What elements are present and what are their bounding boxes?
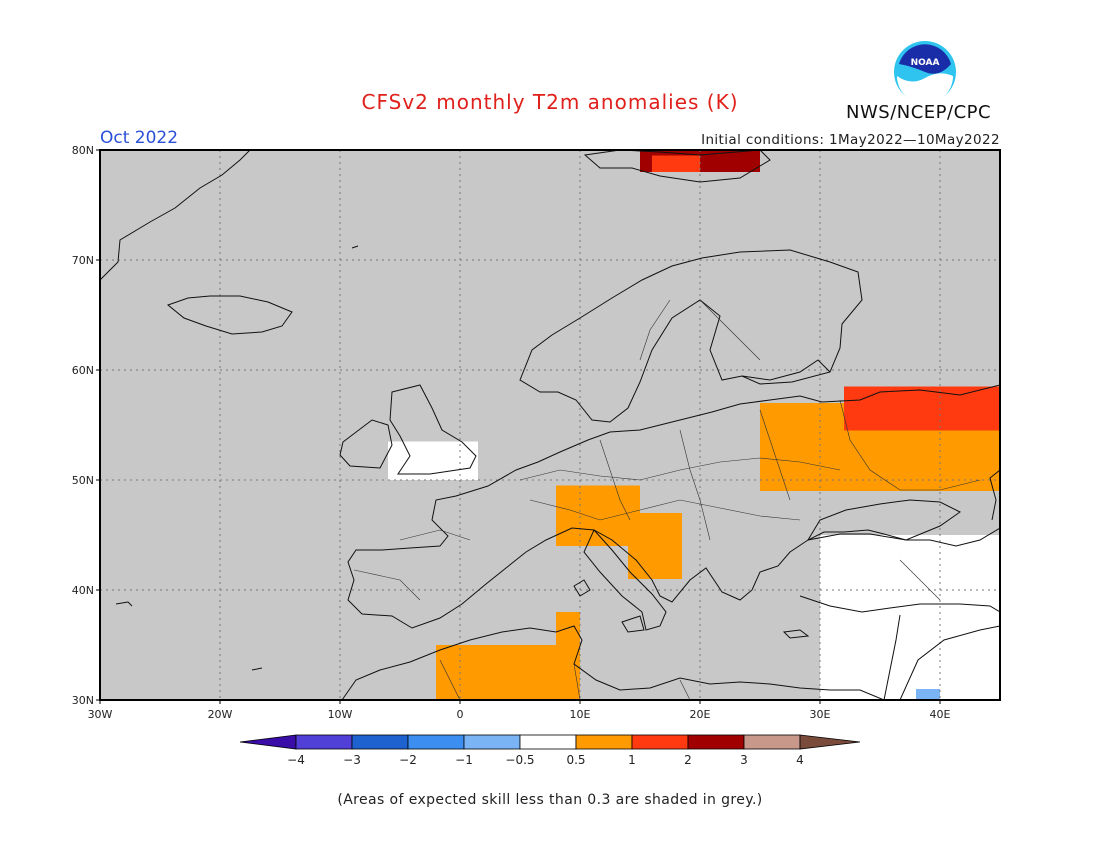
- colorbar-segment: [519, 734, 577, 750]
- colorbar-label: 2: [684, 753, 692, 767]
- border-line: [699, 299, 761, 361]
- finland-gulf: [741, 359, 831, 381]
- graticule: [100, 150, 1000, 700]
- iceland-coast: [166, 295, 293, 335]
- colorbar-label: 3: [740, 753, 748, 767]
- latitude-labels: 30N 40N 50N 60N 70N 80N: [72, 144, 100, 707]
- border-line: [573, 663, 581, 700]
- logo-text: NOAA: [911, 58, 940, 68]
- lat-label: 30N: [72, 694, 94, 707]
- sicily-coast: [621, 615, 645, 633]
- colorbar-segment: [631, 734, 689, 750]
- border-line: [759, 409, 791, 501]
- border-line: [679, 679, 691, 700]
- target-month: Oct 2022: [100, 128, 179, 148]
- border-line: [599, 439, 631, 521]
- colorbar-label: −1: [455, 753, 473, 767]
- greenland-coast: [100, 150, 251, 281]
- border-line: [399, 529, 471, 541]
- colorbar: −4 −3 −2 −1 −0.5 0.5 1 2 3 4: [239, 734, 861, 767]
- lon-label: 20E: [690, 708, 711, 721]
- border-line: [439, 659, 461, 700]
- lon-label: 10E: [570, 708, 591, 721]
- svalbard-coast: [583, 150, 771, 183]
- colorbar-label: 1: [628, 753, 636, 767]
- colorbar-segment: [407, 734, 465, 750]
- border-line: [519, 457, 841, 481]
- border-line: [529, 499, 801, 521]
- coastlines: [100, 150, 1000, 700]
- longitude-labels: 30W 20W 10W 0 10E 20E 30E 40E: [88, 700, 951, 721]
- colorbar-segment: [687, 734, 745, 750]
- anomaly-layer: [388, 150, 1000, 700]
- lat-label: 80N: [72, 144, 94, 157]
- madeira-coast: [251, 667, 263, 671]
- anomaly-region: [916, 689, 940, 700]
- crete-coast: [782, 629, 810, 639]
- colorbar-segment: [575, 734, 633, 750]
- lon-label: 10W: [328, 708, 353, 721]
- initial-conditions: Initial conditions: 1May2022—10May2022: [701, 132, 1000, 148]
- lat-label: 40N: [72, 584, 94, 597]
- lon-label: 0: [457, 708, 464, 721]
- colorbar-segment: [743, 734, 801, 750]
- lon-label: 30E: [810, 708, 831, 721]
- border-line: [899, 559, 941, 601]
- lat-label: 50N: [72, 474, 94, 487]
- arabia-coast: [899, 625, 1000, 700]
- agency-label: NWS/NCEP/CPC: [846, 102, 992, 123]
- colorbar-segment: [463, 734, 521, 750]
- caspian-coast: [989, 469, 1000, 521]
- logo-wave: [897, 73, 953, 104]
- lat-label: 60N: [72, 364, 94, 377]
- azores-coast: [115, 601, 133, 607]
- map-frame: [99, 149, 1001, 701]
- europe-mainland-coast: [347, 384, 1000, 629]
- colorbar-label: 0.5: [566, 753, 585, 767]
- lon-label: 20W: [208, 708, 233, 721]
- colorbar-label: −2: [399, 753, 417, 767]
- logo-bird: [899, 44, 951, 74]
- anomaly-region: [556, 485, 640, 546]
- colorbar-high-arrow: [799, 734, 861, 750]
- anatolia-coast: [799, 595, 1000, 613]
- anomaly-region: [436, 645, 580, 700]
- lon-label: 30W: [88, 708, 113, 721]
- anomaly-region: [844, 386, 1000, 431]
- noaa-logo: NOAA: [894, 41, 956, 104]
- colorbar-label: −4: [287, 753, 305, 767]
- anomaly-region: [820, 535, 1000, 700]
- border-line: [839, 399, 981, 491]
- scandinavia-coast: [519, 249, 863, 423]
- levant-coast: [883, 614, 901, 700]
- border-line: [639, 299, 671, 361]
- border-line: [353, 569, 421, 601]
- country-borders: [353, 299, 981, 700]
- corsica-sardinia-coast: [573, 579, 591, 597]
- colorbar-low-arrow: [239, 734, 297, 750]
- ireland-coast: [339, 419, 393, 469]
- black-sea-coast: [806, 499, 961, 541]
- colorbar-label: −0.5: [505, 753, 534, 767]
- colorbar-label: −3: [343, 753, 361, 767]
- skill-footnote: (Areas of expected skill less than 0.3 a…: [337, 792, 763, 808]
- colorbar-segment: [351, 734, 409, 750]
- colorbar-segment: [295, 734, 353, 750]
- colorbar-label: 4: [796, 753, 804, 767]
- anomaly-region: [652, 155, 700, 172]
- jan-mayen-coast: [351, 245, 359, 249]
- lon-label: 40E: [930, 708, 951, 721]
- border-line: [679, 429, 711, 541]
- anomaly-region: [628, 513, 682, 579]
- map-title: CFSv2 monthly T2m anomalies (K): [361, 90, 739, 114]
- lat-label: 70N: [72, 254, 94, 267]
- italy-coast: [583, 529, 667, 631]
- britain-coast: [389, 384, 477, 475]
